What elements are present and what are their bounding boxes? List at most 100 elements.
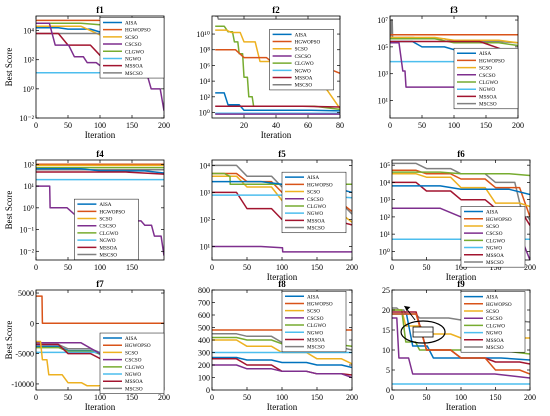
legend-label: NGWO [479,87,495,93]
legend-box [460,206,526,268]
legend-label: MSCSO [479,102,497,108]
y-tick-label: -5000 [15,350,34,359]
y-tick-label: 5000 [18,289,34,298]
legend-label: AISA [486,295,498,301]
x-tick-label: 200 [524,263,536,272]
y-tick-label: 10² [380,213,391,222]
legend-label: AISA [486,210,498,216]
x-axis-label: Iteration [85,130,116,140]
legend-box [99,17,165,79]
legend-label: SCSO [99,217,112,223]
panel-title: f3 [450,5,458,15]
y-axis-label: Best Score [4,191,14,230]
y-tick-label: 400 [198,336,210,345]
legend-label: AISA [125,20,137,26]
x-tick-label: 150 [311,263,323,272]
legend-label: SCSO [307,190,320,196]
zoom-arrow-head [404,306,411,311]
y-tick-label: 10⁷ [377,16,388,25]
x-tick-label: 150 [490,263,502,272]
legend-label: HGWOPSO [307,182,333,188]
legend-box [74,198,139,260]
y-tick-label: 10¹ [24,182,35,191]
y-tick-label: 20 [382,306,390,315]
legend-label: NGWO [125,372,141,378]
x-tick-label: 80 [336,121,344,130]
legend-label: CSCSO [486,231,503,237]
legend-label: MSCSO [125,71,143,77]
y-tick-label: 800 [198,286,210,295]
x-tick-label: 150 [126,263,138,272]
x-tick-label: 150 [480,121,492,130]
y-tick-label: 300 [198,349,210,358]
x-tick-label: 50 [423,393,431,402]
series-line-aisa [215,92,340,112]
panel-title: f4 [96,149,104,159]
legend-label: CLGWO [125,49,144,55]
y-axis-label: Best Score [4,321,14,360]
x-tick-label: 0 [34,121,38,130]
legend-label: NGWO [486,331,502,337]
legend-label: MSSOA [125,64,143,70]
legend-label: AISA [479,51,491,57]
x-tick-label: 100 [94,263,106,272]
x-tick-label: 0 [388,121,392,130]
legend-label: HGWOPSO [125,28,151,34]
panel-f9: 0 50 100 150 200 0 5 10 15 20 25 f9 Iteration AISAHGW… [382,279,536,412]
legend-label: HGWOPSO [295,40,321,46]
legend-label: CLGWO [486,238,505,244]
x-tick-label: 150 [126,121,138,130]
y-tick-label: 700 [198,299,210,308]
series-line-aisa [36,167,164,174]
panel-title: f2 [272,5,280,15]
y-tick-label: 10² [24,56,35,65]
x-axis-label: Iteration [446,272,477,282]
legend-label: SCSO [307,309,320,315]
x-tick-label: 200 [524,393,536,402]
legend-label: SCSO [295,47,308,53]
panel-title: f1 [96,5,104,15]
y-tick-label: 500 [198,324,210,333]
legend-label: AISA [125,336,137,342]
x-axis-label: Iteration [261,130,292,140]
x-tick-label: 200 [158,121,170,130]
x-tick-label: 50 [64,393,72,402]
legend-label: SCSO [125,350,138,356]
legend-box [281,171,347,234]
panel-f2: 20 40 60 80 10⁰ 10² 10⁴ 10⁶ 10⁸ 10¹⁰ f2 Iteration AI… [196,5,344,140]
series-line-scso [392,173,530,208]
y-tick-label: 10³ [378,70,389,79]
legend-label: AISA [99,202,111,208]
legend-label: MSSOA [486,338,504,344]
panel-f4: 0 50 100 150 10⁻² 10⁻¹ 10⁰ 10¹ 10² f4 Best Score AI… [4,149,165,272]
legend-label: HGWOPSO [479,58,505,64]
series-line-aisa [392,185,530,196]
legend-label: MSSOA [307,337,325,343]
legend-label: MSSOA [295,76,313,82]
x-tick-label: 50 [64,121,72,130]
legend-label: MSSOA [125,379,143,385]
series-line-clgwo [392,171,530,177]
y-tick-label: 10¹ [378,97,389,106]
legend-label: HGWOPSO [99,209,125,215]
legend-label: MSSOA [479,94,497,100]
y-axis-label: Best Score [4,48,14,87]
legend-label: SCSO [486,309,499,315]
panel-title: f5 [278,149,286,159]
y-tick-label: 10⁰ [379,247,390,256]
legend-label: HGWOPSO [125,343,151,349]
legend-box [460,291,526,353]
x-tick-label: 0 [34,393,38,402]
series-line-mssoa [36,171,164,175]
y-tick-label: 10¹ [200,242,211,251]
zoom-ellipse [400,320,446,344]
y-tick-label: 0 [30,319,34,328]
legend-label: CLGWO [99,231,118,237]
legend-label: NGWO [486,246,502,252]
legend-box [99,332,165,394]
x-tick-label: 100 [276,263,288,272]
x-tick-label: 40 [272,121,280,130]
